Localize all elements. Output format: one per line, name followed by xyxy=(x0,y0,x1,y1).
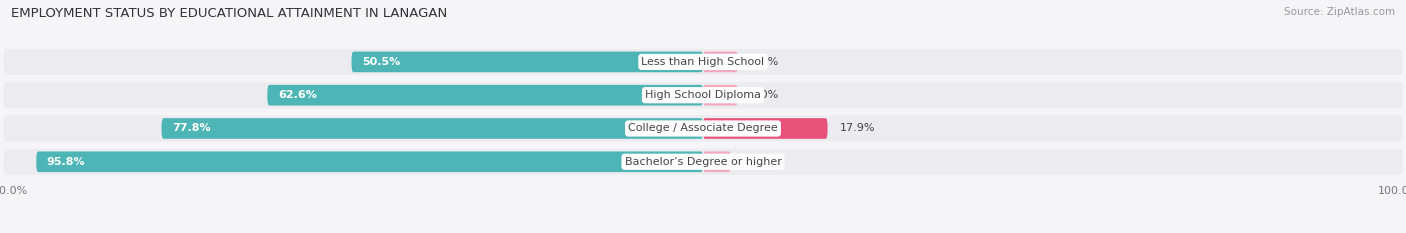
Text: 77.8%: 77.8% xyxy=(172,123,211,134)
FancyBboxPatch shape xyxy=(4,116,1402,141)
FancyBboxPatch shape xyxy=(162,118,703,139)
Text: High School Diploma: High School Diploma xyxy=(645,90,761,100)
Text: 95.8%: 95.8% xyxy=(46,157,86,167)
FancyBboxPatch shape xyxy=(703,151,731,172)
Text: 50.5%: 50.5% xyxy=(361,57,401,67)
FancyBboxPatch shape xyxy=(37,151,703,172)
FancyBboxPatch shape xyxy=(703,118,828,139)
FancyBboxPatch shape xyxy=(4,149,1402,175)
Text: Less than High School: Less than High School xyxy=(641,57,765,67)
Text: College / Associate Degree: College / Associate Degree xyxy=(628,123,778,134)
Text: 0.0%: 0.0% xyxy=(751,57,779,67)
Text: 17.9%: 17.9% xyxy=(841,123,876,134)
Text: Bachelor’s Degree or higher: Bachelor’s Degree or higher xyxy=(624,157,782,167)
Text: Source: ZipAtlas.com: Source: ZipAtlas.com xyxy=(1284,7,1395,17)
Text: 0.0%: 0.0% xyxy=(744,157,772,167)
Text: 62.6%: 62.6% xyxy=(278,90,316,100)
FancyBboxPatch shape xyxy=(267,85,703,106)
FancyBboxPatch shape xyxy=(352,51,703,72)
FancyBboxPatch shape xyxy=(703,51,738,72)
FancyBboxPatch shape xyxy=(703,85,738,106)
Text: 0.0%: 0.0% xyxy=(751,90,779,100)
FancyBboxPatch shape xyxy=(4,49,1402,75)
FancyBboxPatch shape xyxy=(4,82,1402,108)
Text: EMPLOYMENT STATUS BY EDUCATIONAL ATTAINMENT IN LANAGAN: EMPLOYMENT STATUS BY EDUCATIONAL ATTAINM… xyxy=(11,7,447,20)
Legend: In Labor Force, Unemployed: In Labor Force, Unemployed xyxy=(603,230,803,233)
